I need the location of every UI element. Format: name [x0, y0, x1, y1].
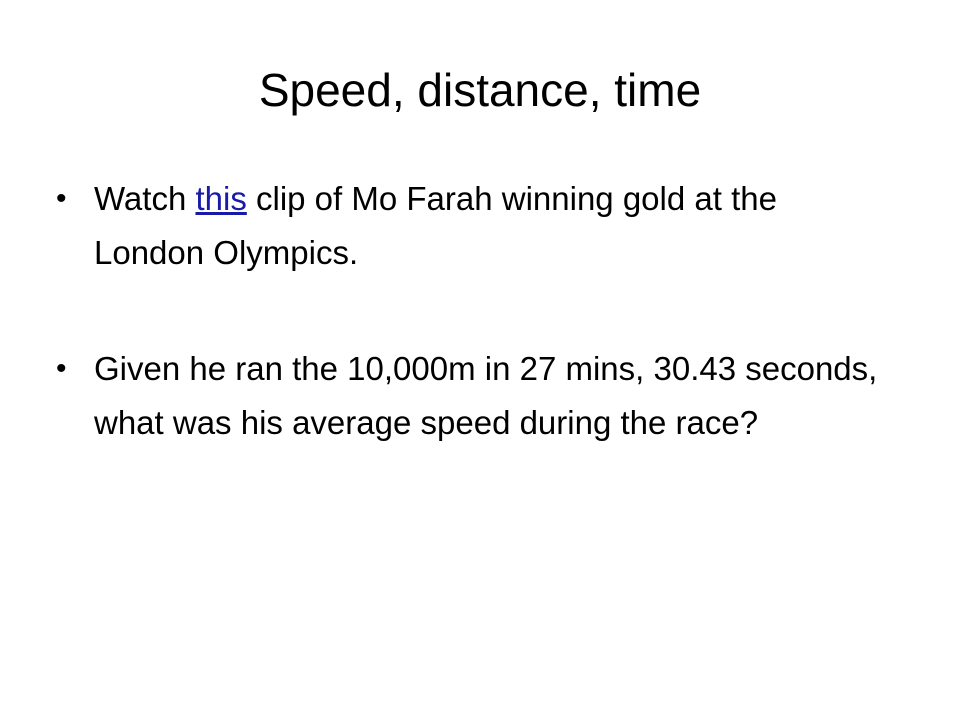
bullet-item-question: • Given he ran the 10,000m in 27 mins, 3… — [56, 342, 886, 450]
bullet-item-watch-clip: • Watch this clip of Mo Farah winning go… — [56, 172, 886, 280]
bullet-icon: • — [56, 182, 67, 215]
bullet-icon: • — [56, 352, 67, 385]
clip-link[interactable]: this — [195, 180, 247, 217]
bullet-list: • Watch this clip of Mo Farah winning go… — [56, 172, 886, 512]
slide-title: Speed, distance, time — [258, 64, 702, 116]
bullet-text-before-link: Watch — [94, 180, 196, 217]
bullet-text-after-link: clip of Mo Farah winning gold at the Lon… — [94, 180, 777, 271]
question-text: Given he ran the 10,000m in 27 mins, 30.… — [94, 350, 878, 441]
